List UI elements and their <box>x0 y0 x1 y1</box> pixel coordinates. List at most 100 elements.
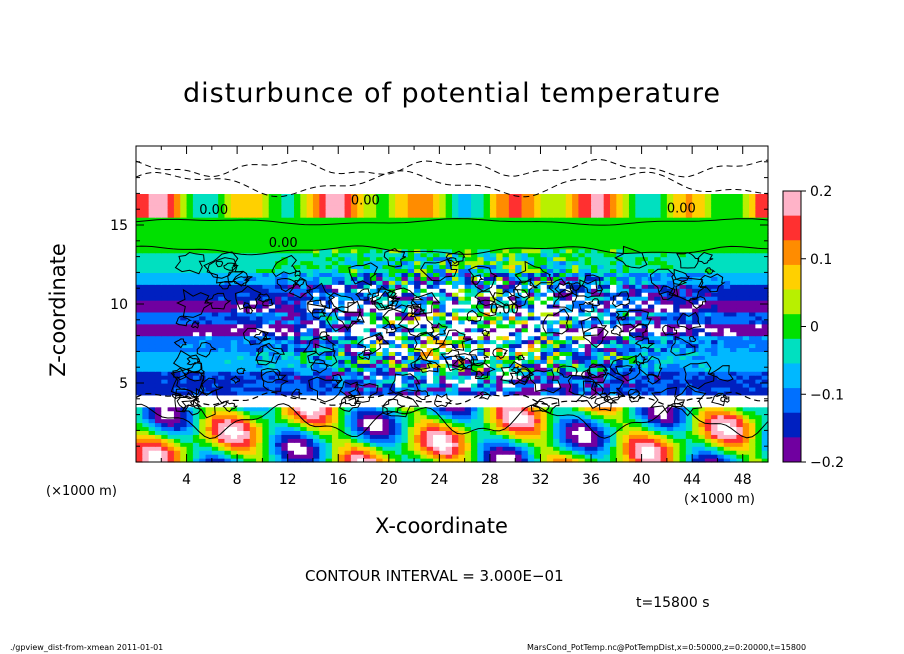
heatmap-cell <box>262 304 270 309</box>
heatmap-cell <box>275 284 282 289</box>
heatmap-cell <box>496 410 504 416</box>
heatmap-cell <box>730 418 737 424</box>
heatmap-cell <box>205 367 213 372</box>
heatmap-cell <box>382 386 390 392</box>
heatmap-cell <box>628 280 636 285</box>
heatmap-cell <box>584 296 592 301</box>
heatmap-cell <box>679 398 687 404</box>
heatmap-cell <box>142 406 150 412</box>
heatmap-cell <box>180 438 188 443</box>
heatmap-cell <box>483 319 491 325</box>
heatmap-cell <box>572 264 579 270</box>
heatmap-cell <box>382 390 390 396</box>
heatmap-cell <box>268 280 276 285</box>
heatmap-cell <box>730 276 737 281</box>
heatmap-cell <box>224 355 232 360</box>
heatmap-cell <box>344 311 352 317</box>
heatmap-cell <box>148 319 156 325</box>
heatmap-cell <box>730 335 737 341</box>
heatmap-cell <box>312 386 320 392</box>
heatmap-cell <box>376 371 384 376</box>
heatmap-cell <box>350 311 358 317</box>
heatmap-cell <box>452 304 459 309</box>
heatmap-cell <box>660 434 668 439</box>
heatmap-cell <box>685 264 693 270</box>
heatmap-cell <box>338 288 346 293</box>
heatmap-cell <box>470 351 478 356</box>
heatmap-cell <box>717 264 725 270</box>
heatmap-cell <box>464 351 472 356</box>
heatmap-cell <box>262 422 270 428</box>
heatmap-cell <box>186 335 194 341</box>
heatmap-cell <box>534 292 542 297</box>
heatmap-cell <box>344 323 352 329</box>
heatmap-cell <box>224 406 232 412</box>
heatmap-cell <box>281 304 289 309</box>
heatmap-cell <box>704 430 712 435</box>
heatmap-cell <box>723 402 731 408</box>
heatmap-cell <box>496 367 504 372</box>
heatmap-cell <box>610 347 617 352</box>
heatmap-cell <box>331 383 339 388</box>
heatmap-cell <box>445 359 453 364</box>
heatmap-cell <box>717 343 725 349</box>
heatmap-cell <box>673 410 681 416</box>
heatmap-cell <box>521 410 529 416</box>
heatmap-cell <box>369 331 377 337</box>
heatmap-cell <box>186 311 194 317</box>
heatmap-cell <box>685 414 693 420</box>
heatmap-cell <box>294 383 301 388</box>
heatmap-cell <box>357 406 365 412</box>
heatmap-cell <box>249 402 257 408</box>
heatmap-cell <box>483 414 491 420</box>
heatmap-cell <box>679 422 687 428</box>
heatmap-cell <box>142 414 150 420</box>
heatmap-cell <box>736 386 744 392</box>
heatmap-cell <box>489 414 497 420</box>
heatmap-cell <box>161 418 169 424</box>
heatmap-cell <box>192 418 200 424</box>
heatmap-cell <box>294 390 301 396</box>
heatmap-cell <box>572 307 579 313</box>
heatmap-cell <box>300 331 308 337</box>
heatmap-cell <box>622 319 630 325</box>
heatmap-cell <box>199 331 207 337</box>
heatmap-cell <box>306 315 314 321</box>
heatmap-cell <box>294 406 301 412</box>
heatmap-cell <box>742 280 750 285</box>
heatmap-cell <box>578 311 586 317</box>
heatmap-cell <box>325 375 333 380</box>
heatmap-cell <box>148 379 156 384</box>
heatmap-cell <box>616 268 624 273</box>
heatmap-cell <box>622 454 630 459</box>
heatmap-cell <box>382 367 390 372</box>
heatmap-cell <box>534 327 542 333</box>
heatmap-cell <box>173 418 181 424</box>
heatmap-cell <box>603 379 611 384</box>
heatmap-cell <box>641 398 649 404</box>
heatmap-cell <box>540 315 548 321</box>
heatmap-cell <box>243 406 251 412</box>
heatmap-cell <box>281 422 289 428</box>
heatmap-cell <box>666 300 674 305</box>
heatmap-cell <box>673 450 681 455</box>
heatmap-cell <box>628 347 636 352</box>
heatmap-cell <box>148 446 156 451</box>
heatmap-cell <box>470 371 478 376</box>
heatmap-cell <box>211 276 219 281</box>
heatmap-cell <box>363 379 371 384</box>
heatmap-cell <box>477 398 485 404</box>
heatmap-cell <box>350 288 358 293</box>
heatmap-cell <box>199 268 207 273</box>
heatmap-cell <box>136 315 143 321</box>
heatmap-cell <box>635 288 643 293</box>
heatmap-cell <box>502 367 510 372</box>
heatmap-cell <box>414 406 421 412</box>
heatmap-cell <box>287 296 295 301</box>
heatmap-cell <box>742 331 750 337</box>
heatmap-cell <box>685 307 693 313</box>
heatmap-cell <box>464 264 472 270</box>
heatmap-cell <box>578 280 586 285</box>
heatmap-cell <box>294 379 301 384</box>
heatmap-cell <box>414 363 421 368</box>
